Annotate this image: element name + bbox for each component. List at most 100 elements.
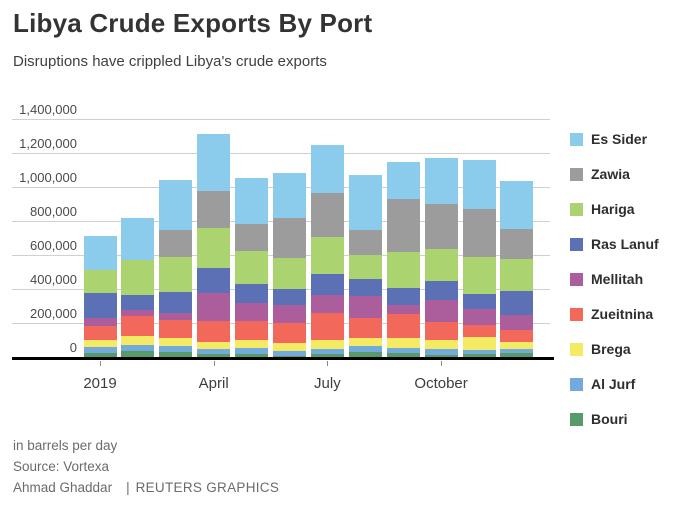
bar-segment[interactable] — [235, 303, 269, 321]
bar-segment[interactable] — [235, 320, 269, 341]
bar-segment[interactable] — [348, 175, 382, 230]
bar-segment[interactable] — [83, 236, 117, 270]
bar-segment[interactable] — [235, 353, 269, 358]
bar-segment[interactable] — [424, 340, 458, 350]
bar-segment[interactable] — [121, 259, 155, 295]
bar-segment[interactable] — [310, 349, 344, 355]
bar-segment[interactable] — [386, 314, 420, 339]
bar-segment[interactable] — [121, 309, 155, 316]
bar-segment[interactable] — [273, 289, 306, 305]
bar-segment[interactable] — [462, 208, 496, 258]
bar-segment[interactable] — [83, 269, 117, 293]
bar-segment[interactable] — [348, 345, 382, 353]
bar-segment[interactable] — [500, 341, 534, 349]
bar-segment[interactable] — [83, 339, 117, 347]
bar-segment[interactable] — [273, 355, 306, 358]
bar-segment[interactable] — [386, 251, 420, 289]
bar-segment[interactable] — [159, 230, 193, 257]
bar-segment[interactable] — [197, 190, 231, 228]
bar-segment[interactable] — [462, 257, 496, 294]
bar-segment[interactable] — [424, 321, 458, 340]
bar-segment[interactable] — [235, 177, 269, 225]
bar-segment[interactable] — [348, 296, 382, 318]
bar-segment[interactable] — [348, 254, 382, 279]
bar-segment[interactable] — [386, 199, 420, 252]
bar-segment[interactable] — [386, 353, 420, 358]
bar-segment[interactable] — [83, 292, 117, 318]
bar-segment[interactable] — [310, 339, 344, 350]
bar-segment[interactable] — [235, 347, 269, 354]
bar-segment[interactable] — [462, 324, 496, 338]
bar-segment[interactable] — [121, 217, 155, 260]
bar-segment[interactable] — [83, 346, 117, 353]
bar-segment[interactable] — [348, 278, 382, 297]
bar-segment[interactable] — [197, 321, 231, 342]
bar-segment[interactable] — [273, 172, 306, 218]
bar-segment[interactable] — [310, 313, 344, 340]
bar-segment[interactable] — [159, 256, 193, 292]
bar-segment[interactable] — [462, 354, 496, 358]
bar-segment[interactable] — [424, 204, 458, 250]
bar-segment[interactable] — [310, 294, 344, 314]
bar-segment[interactable] — [235, 224, 269, 252]
bar-segment[interactable] — [273, 323, 306, 343]
bar-segment[interactable] — [159, 180, 193, 231]
bar-segment[interactable] — [273, 217, 306, 259]
bar-segment[interactable] — [500, 352, 534, 358]
bar-segment[interactable] — [159, 345, 193, 353]
bar-segment[interactable] — [462, 293, 496, 309]
bar-segment[interactable] — [310, 236, 344, 275]
bar-segment[interactable] — [462, 160, 496, 209]
bar-segment[interactable] — [197, 134, 231, 191]
bar-segment[interactable] — [462, 337, 496, 350]
bar-segment[interactable] — [310, 144, 344, 194]
bar-segment[interactable] — [310, 193, 344, 237]
bar-segment[interactable] — [273, 350, 306, 356]
bar-segment[interactable] — [197, 341, 231, 350]
bar-segment[interactable] — [500, 329, 534, 342]
bar-segment[interactable] — [500, 348, 534, 353]
bar-segment[interactable] — [500, 229, 534, 259]
bar-segment[interactable] — [348, 338, 382, 346]
bar-segment[interactable] — [348, 352, 382, 358]
bar-segment[interactable] — [386, 338, 420, 348]
bar-segment[interactable] — [121, 344, 155, 352]
bar-segment[interactable] — [462, 349, 496, 355]
bar-segment[interactable] — [121, 315, 155, 337]
bar-segment[interactable] — [500, 291, 534, 316]
bar-segment[interactable] — [386, 288, 420, 305]
bar-segment[interactable] — [273, 342, 306, 351]
bar-segment[interactable] — [424, 157, 458, 205]
bar-segment[interactable] — [159, 291, 193, 314]
bar-segment[interactable] — [121, 336, 155, 345]
bar-segment[interactable] — [235, 340, 269, 348]
bar-segment[interactable] — [424, 349, 458, 355]
bar-segment[interactable] — [386, 161, 420, 200]
bar-segment[interactable] — [424, 281, 458, 301]
bar-segment[interactable] — [83, 352, 117, 358]
bar-segment[interactable] — [500, 180, 534, 230]
bar-segment[interactable] — [500, 315, 534, 330]
bar-segment[interactable] — [197, 354, 231, 358]
bar-segment[interactable] — [83, 326, 117, 340]
bar-segment[interactable] — [159, 352, 193, 358]
bar-segment[interactable] — [386, 347, 420, 354]
bar-segment[interactable] — [462, 308, 496, 325]
bar-segment[interactable] — [273, 304, 306, 324]
bar-segment[interactable] — [310, 274, 344, 295]
bar-segment[interactable] — [121, 294, 155, 310]
bar-segment[interactable] — [159, 338, 193, 346]
bar-segment[interactable] — [121, 351, 155, 358]
bar-segment[interactable] — [273, 258, 306, 290]
bar-segment[interactable] — [386, 305, 420, 315]
bar-segment[interactable] — [424, 249, 458, 282]
bar-segment[interactable] — [424, 354, 458, 358]
bar-segment[interactable] — [197, 227, 231, 268]
bar-segment[interactable] — [424, 300, 458, 322]
bar-segment[interactable] — [197, 349, 231, 355]
bar-segment[interactable] — [159, 320, 193, 339]
bar-segment[interactable] — [310, 354, 344, 358]
bar-segment[interactable] — [83, 317, 117, 327]
bar-segment[interactable] — [500, 258, 534, 292]
bar-segment[interactable] — [348, 229, 382, 255]
